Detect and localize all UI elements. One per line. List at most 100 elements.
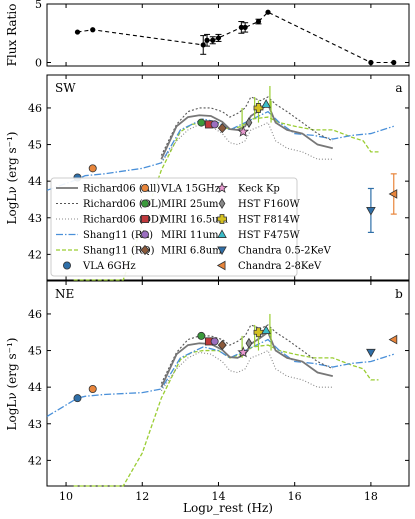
sw-y-tick-label: 43 xyxy=(28,212,42,225)
legend-marker xyxy=(140,214,149,223)
ne-x-tick-label: 14 xyxy=(211,490,225,503)
sw-richard-all-line xyxy=(160,102,334,160)
legend-marker xyxy=(217,229,227,238)
sw-y-axis-label: LogLν (erg s⁻¹) xyxy=(5,132,19,225)
ratio-y-tick-label: 0 xyxy=(35,56,42,69)
sw-point-keck-kp xyxy=(237,125,250,137)
ratio-point xyxy=(368,59,374,66)
ne-point-vla-6ghz xyxy=(73,394,82,403)
ratio-panel-frame xyxy=(46,3,410,67)
legend-entry-label: MIRI 16.5um xyxy=(161,215,229,226)
legend-entry-label: Richard06 (All) xyxy=(83,184,160,195)
sw-point-miri-6-8um xyxy=(217,122,227,134)
ratio-plot: 05 xyxy=(35,0,409,69)
ne-x-tick-label: 10 xyxy=(59,490,73,503)
ratio-point xyxy=(200,42,206,48)
ne-richard-all-line xyxy=(160,330,334,388)
sw-y-tick-label: 44 xyxy=(28,175,42,188)
legend-entry-label: Keck Kp xyxy=(238,184,280,195)
ne-panel-frame xyxy=(46,280,410,487)
sw-y-tick-label: 46 xyxy=(28,102,42,115)
ne-panel-label: NE xyxy=(55,287,74,301)
x-axis-label: Logν_rest (Hz) xyxy=(183,501,273,515)
legend-entry-label: HST F814W xyxy=(238,215,300,226)
ne-y-tick-label: 43 xyxy=(28,418,42,431)
legend-marker xyxy=(63,261,72,270)
legend-marker xyxy=(140,199,149,208)
ne-richard-od-line xyxy=(160,349,333,392)
legend-entry-label: MIRI 25um xyxy=(161,199,219,210)
ratio-y-axis-label: Flux Ratio xyxy=(5,4,19,67)
ratio-point xyxy=(204,37,210,43)
ratio-point xyxy=(74,29,81,35)
ne-point-miri-11um xyxy=(210,337,219,346)
ne-point-chandra-0-5-2kev xyxy=(366,348,376,358)
ne-x-tick-label: 12 xyxy=(135,490,149,503)
ne-panel-tag: b xyxy=(395,287,403,301)
ne-point-hst-f814w xyxy=(253,327,264,338)
legend-entry-label: Chandra 2-8KeV xyxy=(238,261,322,272)
legend-entry-label: HST F160W xyxy=(238,199,300,210)
sw-panel-label: SW xyxy=(55,81,76,95)
legend-marker xyxy=(216,260,226,271)
ne-y-tick-label: 45 xyxy=(28,345,42,358)
legend-entry-label: MIRI 6.8um xyxy=(161,246,222,257)
ne-shang-rl-line xyxy=(46,338,394,418)
ratio-point xyxy=(391,59,397,66)
ne-y-tick-label: 44 xyxy=(28,381,42,394)
ratio-point xyxy=(242,24,248,30)
sw-panel-tag: a xyxy=(395,81,402,95)
ne-point-chandra-2-8kev xyxy=(388,334,398,345)
legend-entry-label: Richard06 (OL) xyxy=(83,199,162,210)
sw-panel-frame xyxy=(46,74,410,281)
ne-x-tick-label: 16 xyxy=(288,490,302,503)
legend: Richard06 (All) Richard06 (OL) Richard06 (… xyxy=(50,177,332,277)
legend-box xyxy=(50,177,298,277)
sw-point-vla-15ghz xyxy=(88,164,97,173)
sw-richard-od-line xyxy=(160,121,333,164)
legend-marker xyxy=(140,230,149,239)
ne-y-axis-label: LogLν (erg s⁻¹) xyxy=(5,338,19,431)
ratio-point xyxy=(238,24,244,30)
ne-x-tick-label: 18 xyxy=(364,490,378,503)
ne-point-miri-25um xyxy=(197,331,206,340)
ne-plot: 10 12 14 16 18 42 43 44 45 46 xyxy=(28,281,409,503)
sw-point-miri-11um xyxy=(210,120,219,129)
legend-entry-label: VLA 6GHz xyxy=(82,261,136,272)
ne-point-vla-15ghz xyxy=(88,384,97,393)
sw-point-hst-f475w xyxy=(261,99,271,108)
sw-point-chandra-2-8kev xyxy=(388,189,398,199)
ne-point-hst-f160w xyxy=(245,337,253,349)
ne-point-hst-f475w xyxy=(261,325,271,334)
ne-y-tick-label: 42 xyxy=(28,454,42,467)
ne-point-miri-6-8um xyxy=(217,339,227,351)
ratio-y-tick-label: 5 xyxy=(35,0,42,11)
legend-entry-label: Chandra 0.5-2KeV xyxy=(238,246,332,257)
sw-point-chandra-0-5-2kev xyxy=(366,206,376,216)
ne-point-keck-kp xyxy=(237,346,250,358)
legend-marker xyxy=(217,214,227,224)
legend-entry-label: HST F475W xyxy=(238,230,300,241)
legend-marker xyxy=(140,244,150,256)
legend-entry-label: Shang11 (RQ) xyxy=(83,246,155,257)
ratio-point xyxy=(210,37,216,43)
ratio-line xyxy=(77,11,394,64)
sw-y-tick-label: 45 xyxy=(28,139,42,152)
sw-point-miri-25um xyxy=(197,118,206,127)
legend-entry-label: Richard06 (OD) xyxy=(83,215,163,226)
ratio-point xyxy=(255,18,262,25)
legend-entry-label: Shang11 (RL) xyxy=(83,230,153,241)
ne-y-tick-label: 46 xyxy=(28,308,42,321)
sw-point-hst-f814w xyxy=(253,103,264,113)
sw-point-hst-f160w xyxy=(245,117,253,129)
ratio-point xyxy=(265,9,271,15)
ne-shang-rq-line xyxy=(73,344,379,487)
ratio-point xyxy=(215,35,222,41)
legend-entry-label: MIRI 11um xyxy=(161,230,219,241)
legend-marker xyxy=(216,181,228,193)
legend-marker xyxy=(140,183,149,192)
ratio-point xyxy=(90,27,96,33)
sw-y-tick-label: 42 xyxy=(28,248,42,261)
sw-shang-rl-line xyxy=(46,110,394,191)
